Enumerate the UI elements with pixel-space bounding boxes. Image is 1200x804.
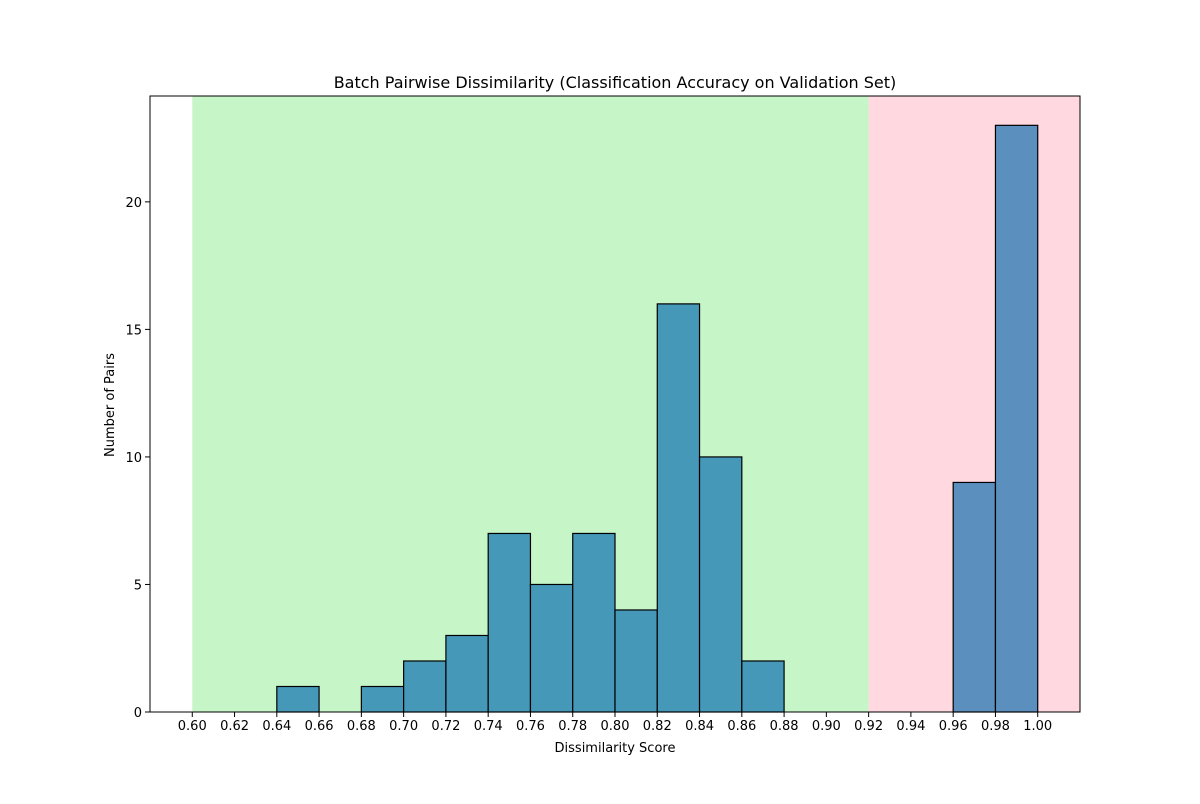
y-tick-label-2: 10: [125, 451, 142, 466]
x-tick-label-10: 0.80: [601, 719, 630, 734]
x-tick-label-9: 0.78: [558, 719, 587, 734]
x-tick-label-4: 0.68: [347, 719, 376, 734]
x-tick-label-3: 0.66: [305, 719, 334, 734]
x-axis-ticks: 0.60 0.62 0.64 0.66 0.68 0.70 0.72 0.74 0.76 0.78…: [178, 712, 1052, 734]
y-tick-label-0: 0: [134, 706, 142, 721]
histogram-bar-2: [403, 660, 447, 713]
x-tick-label-0: 0.60: [178, 719, 207, 734]
x-tick-label-14: 0.88: [770, 719, 799, 734]
histogram-bar-5: [529, 583, 574, 713]
histogram-bar-4: [487, 532, 532, 713]
histogram-bar-1: [360, 685, 405, 713]
histogram-bar-12: [994, 124, 1039, 713]
x-tick-label-16: 0.92: [854, 719, 883, 734]
x-tick-label-6: 0.72: [431, 719, 460, 734]
histogram-bar-8: [656, 303, 701, 713]
x-tick-label-15: 0.90: [812, 719, 841, 734]
histogram-bar-3: [445, 634, 489, 713]
x-axis-label: Dissimilarity Score: [555, 741, 676, 756]
histogram-bar-11: [952, 481, 997, 713]
y-axis-ticks: 0 5 10 15 20: [125, 196, 150, 721]
x-tick-label-2: 0.64: [262, 719, 291, 734]
x-tick-label-5: 0.70: [389, 719, 418, 734]
x-tick-label-1: 0.62: [220, 719, 249, 734]
histogram-bar-9: [698, 456, 743, 713]
y-tick-label-3: 15: [125, 323, 142, 338]
x-tick-label-18: 0.96: [939, 719, 968, 734]
y-axis-label: Number of Pairs: [103, 353, 118, 457]
x-tick-label-13: 0.86: [727, 719, 756, 734]
histogram-bar-6: [572, 532, 616, 713]
histogram-bar-7: [614, 609, 658, 713]
y-tick-label-4: 20: [125, 196, 142, 211]
histogram-bar-0: [276, 685, 320, 713]
x-tick-label-20: 1.00: [1023, 719, 1052, 734]
x-tick-label-19: 0.98: [981, 719, 1010, 734]
x-tick-label-17: 0.94: [896, 719, 925, 734]
y-tick-label-1: 5: [134, 578, 142, 593]
histogram-bar-10: [741, 660, 785, 713]
x-tick-label-11: 0.82: [643, 719, 672, 734]
x-tick-label-7: 0.74: [474, 719, 503, 734]
histogram-bars: [276, 124, 1039, 713]
x-tick-label-8: 0.76: [516, 719, 545, 734]
x-tick-label-12: 0.84: [685, 719, 714, 734]
chart-title: Batch Pairwise Dissimilarity (Classifica…: [334, 73, 897, 92]
